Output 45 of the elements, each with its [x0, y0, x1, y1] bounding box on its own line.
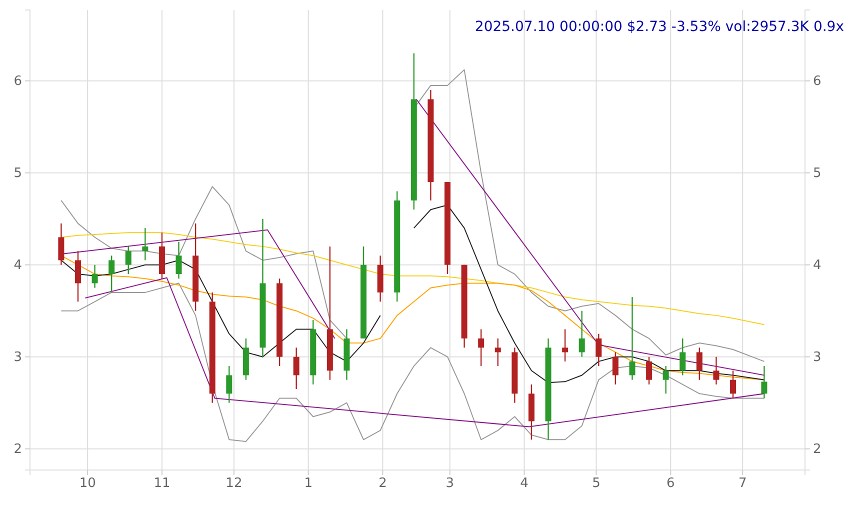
y-tick-label: 4 — [14, 258, 22, 273]
candlestick — [761, 365, 768, 399]
line-series — [60, 282, 765, 442]
y2-tick-label: 3 — [813, 350, 822, 365]
y-tick-label: 5 — [14, 166, 22, 181]
x-tick-label: 7 — [738, 476, 747, 492]
candlestick — [142, 227, 148, 261]
x-tick-label: 6 — [666, 476, 675, 492]
candlestick — [58, 222, 64, 266]
candlestick — [578, 310, 585, 358]
x-tick-label: 3 — [446, 476, 454, 492]
candlestick — [713, 356, 720, 386]
candlestick — [226, 365, 232, 404]
y2-tick-label: 5 — [813, 166, 822, 181]
candlestick — [494, 338, 501, 367]
candlestick — [74, 250, 81, 302]
candlestick — [108, 255, 115, 294]
y-tick-label: 6 — [14, 74, 22, 89]
candlestick — [612, 352, 618, 386]
candlestick — [730, 370, 736, 399]
candlestick — [562, 328, 568, 362]
x-tick-label: 2 — [378, 476, 387, 492]
x-tick-label: 4 — [520, 476, 528, 492]
text: 2025.07.10 00:00:00 $2.73 -3.53% vol:2957.3K 0.9x — [474, 19, 844, 35]
candlestick — [696, 347, 702, 380]
candlestick — [92, 264, 98, 288]
candlestick — [629, 296, 636, 380]
x-tick-label: 11 — [154, 476, 170, 492]
x-tick-label: 12 — [226, 476, 242, 492]
candlestick — [125, 246, 132, 275]
y-tick-label: 2 — [14, 442, 22, 457]
candlestick — [662, 365, 669, 394]
candlestick — [176, 241, 182, 280]
candlestick — [596, 333, 602, 367]
candlestick — [478, 328, 484, 367]
y-tick-label: 3 — [14, 350, 22, 365]
candlestick — [293, 347, 300, 390]
x-tick-label: 1 — [304, 476, 312, 492]
y2-tick-label: 4 — [813, 258, 822, 273]
x-tick-label: 10 — [79, 476, 96, 492]
candlestick — [646, 356, 652, 386]
y2-tick-label: 2 — [813, 442, 822, 457]
x-tick-label: 5 — [592, 476, 600, 492]
y2-tick-label: 6 — [813, 74, 822, 89]
candlestick — [680, 338, 686, 376]
